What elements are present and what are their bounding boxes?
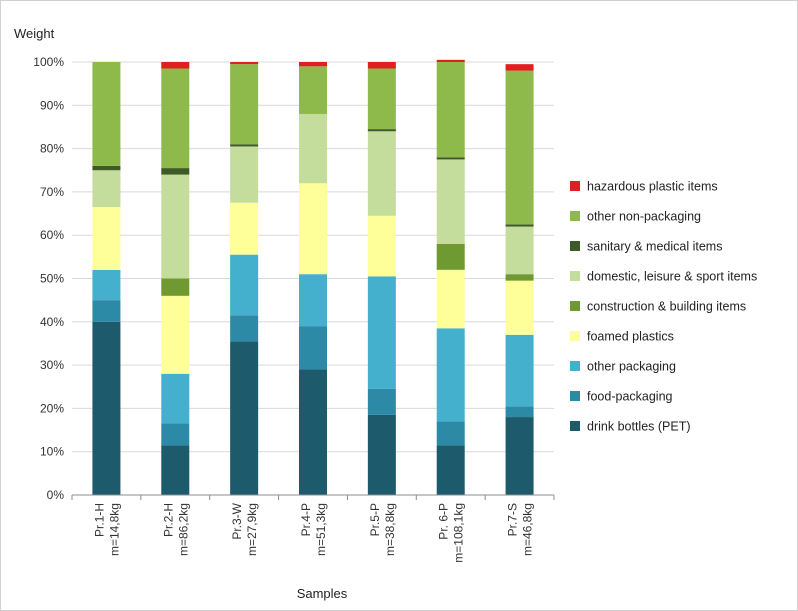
- bar-segment: [367, 414, 396, 495]
- y-tick-label: 50%: [40, 272, 64, 286]
- bar-segment: [230, 144, 259, 147]
- bar-segment: [161, 295, 190, 374]
- bar-segment: [92, 170, 121, 208]
- bar-segment: [436, 157, 465, 160]
- legend-swatch: [570, 331, 580, 341]
- bar-segment: [505, 406, 534, 418]
- bar-segment: [505, 280, 534, 335]
- x-tick-label: Pr.2-Hm=86,2kg: [161, 503, 190, 556]
- legend-item: drink bottles (PET): [587, 420, 691, 434]
- bar-segment: [505, 64, 534, 71]
- legend-swatch: [570, 181, 580, 191]
- bar-segment: [505, 70, 534, 225]
- bar-segment: [161, 278, 190, 296]
- bar-segment: [92, 321, 121, 495]
- bar-segment: [505, 334, 534, 407]
- y-tick-label: 60%: [40, 228, 64, 242]
- bar-segment: [230, 62, 259, 65]
- legend-item: sanitary & medical items: [587, 240, 722, 254]
- bar-segment: [299, 66, 327, 114]
- bar-segment: [230, 64, 259, 145]
- bar-segment: [230, 341, 259, 495]
- y-tick-label: 20%: [40, 401, 64, 415]
- bar-segment: [230, 202, 259, 255]
- bar-segment: [436, 328, 465, 422]
- legend-swatch: [570, 391, 580, 401]
- legend-item: construction & building items: [587, 300, 746, 314]
- legend-swatch: [570, 421, 580, 431]
- bar-segment: [367, 215, 396, 277]
- y-tick-label: 90%: [40, 98, 64, 112]
- bar-segment: [367, 62, 396, 69]
- bar-segment: [92, 300, 121, 322]
- x-tick-label: Pr.4-Pm=51,3kg: [299, 503, 328, 556]
- bar-segment: [436, 243, 465, 270]
- legend-item: foamed plastics: [587, 330, 674, 344]
- bar-segment: [161, 373, 190, 424]
- bar-segment: [230, 254, 259, 316]
- bar-segment: [92, 62, 121, 166]
- y-tick-label: 80%: [40, 142, 64, 156]
- bar-segment: [436, 269, 465, 329]
- bar-segment: [505, 417, 534, 495]
- bar-segment: [367, 68, 396, 130]
- bar-segment: [367, 276, 396, 389]
- legend-item: other non-packaging: [587, 210, 701, 224]
- bar-segment: [161, 168, 190, 175]
- legend-swatch: [570, 301, 580, 311]
- bar-segment: [230, 315, 259, 342]
- bar-segment: [367, 131, 396, 216]
- bar-segment: [367, 129, 396, 132]
- bar-segment: [505, 226, 534, 275]
- bar-segment: [299, 369, 327, 495]
- y-tick-label: 40%: [40, 315, 64, 329]
- bar-segment: [436, 421, 465, 446]
- bar-segment: [299, 62, 327, 67]
- x-tick-label: Pr. 6-Pm=108,1kg: [437, 503, 466, 563]
- y-tick-label: 0%: [47, 488, 65, 502]
- legend-item: food-packaging: [587, 390, 673, 404]
- bar-segment: [161, 62, 190, 69]
- bar-segment: [92, 165, 121, 171]
- bar-segment: [92, 207, 121, 270]
- y-axis-title: Weight: [14, 26, 55, 41]
- bar-segment: [161, 445, 190, 495]
- bar-segment: [436, 445, 465, 495]
- legend-item: hazardous plastic items: [587, 180, 718, 194]
- bar-segment: [161, 68, 190, 169]
- legend-swatch: [570, 211, 580, 221]
- x-tick-label: Pr.3-Wm=27,9kg: [230, 502, 259, 556]
- x-tick-label: Pr.7-Sm=46,8kg: [506, 503, 535, 556]
- bar-segment: [299, 183, 327, 275]
- y-tick-label: 30%: [40, 358, 64, 372]
- legend-item: other packaging: [587, 360, 676, 374]
- bar-segment: [436, 62, 465, 158]
- y-tick-label: 70%: [40, 185, 64, 199]
- y-tick-label: 10%: [40, 445, 64, 459]
- bar-segment: [436, 59, 465, 62]
- legend-swatch: [570, 241, 580, 251]
- legend-item: domestic, leisure & sport items: [587, 270, 757, 284]
- bar-segment: [230, 146, 259, 203]
- bar-segment: [92, 269, 121, 301]
- bar-segment: [299, 326, 327, 370]
- x-axis-title: Samples: [297, 586, 348, 601]
- bar-segment: [505, 224, 534, 227]
- legend: hazardous plastic items other non-packagi…: [570, 180, 757, 434]
- legend-swatch: [570, 271, 580, 281]
- bar-segment: [436, 159, 465, 244]
- x-tick-label: Pr.5-Pm=38,8kg: [368, 503, 397, 556]
- bar-segment: [299, 113, 327, 184]
- bar-segment: [161, 423, 190, 446]
- y-tick-label: 100%: [33, 55, 64, 69]
- x-tick-label: Pr.1-Hm=14,8kg: [92, 503, 121, 556]
- bar-segment: [161, 174, 190, 279]
- bar-segment: [299, 274, 327, 327]
- bar-segment: [367, 388, 396, 415]
- bar-segment: [505, 274, 534, 281]
- legend-swatch: [570, 361, 580, 371]
